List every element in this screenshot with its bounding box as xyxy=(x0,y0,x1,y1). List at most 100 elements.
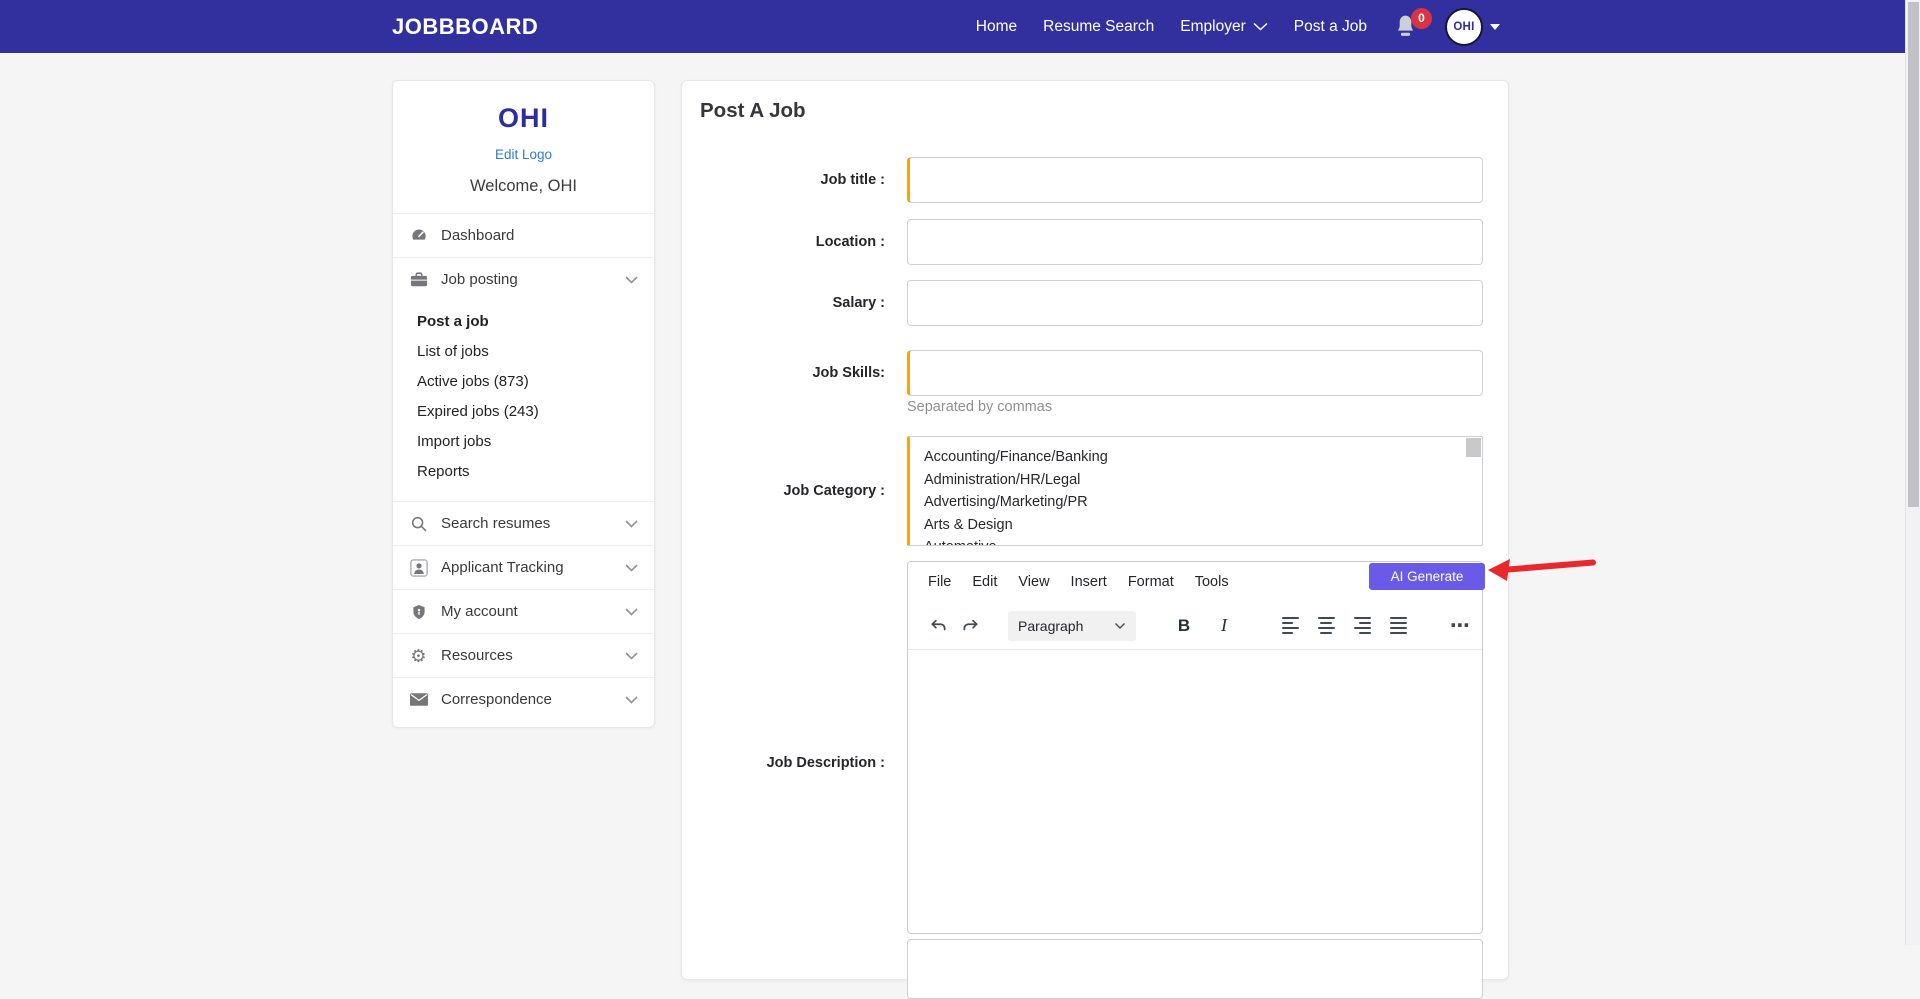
nav-post-a-job[interactable]: Post a Job xyxy=(1293,17,1367,35)
company-logo: OHI xyxy=(497,103,549,133)
sidebar-item-label: Job posting xyxy=(441,271,518,288)
menu-format[interactable]: Format xyxy=(1127,574,1174,590)
gauge-icon xyxy=(409,227,428,245)
sidebar-item-label: Dashboard xyxy=(441,227,515,244)
notifications-button[interactable]: 0 xyxy=(1393,7,1432,41)
chevron-down-icon xyxy=(625,651,638,660)
category-option[interactable]: Accounting/Finance/Banking xyxy=(924,449,1108,465)
menu-edit[interactable]: Edit xyxy=(972,574,998,590)
sidebar-item-label: Applicant Tracking xyxy=(441,559,564,576)
align-left-button[interactable] xyxy=(1274,610,1306,642)
post-a-job-panel: Post A Job Job title : Location : Salary… xyxy=(681,80,1509,999)
sidebar-item-label: My account xyxy=(441,603,518,620)
envelope-icon xyxy=(409,693,428,706)
italic-icon: I xyxy=(1221,615,1227,635)
sidebar-item-label: Search resumes xyxy=(441,515,551,532)
navbar-links: Home Resume Search Employer Post a Job 0… xyxy=(976,0,1500,53)
chevron-down-icon xyxy=(625,695,638,704)
nav-employer[interactable]: Employer xyxy=(1180,18,1268,36)
category-option[interactable]: Administration/HR/Legal xyxy=(924,471,1081,488)
location-label: Location : xyxy=(815,234,885,250)
salary-input[interactable] xyxy=(907,280,1483,326)
bold-button[interactable]: B xyxy=(1168,610,1200,642)
next-input-partial[interactable] xyxy=(907,939,1483,999)
job-skills-label: Job Skills: xyxy=(812,365,885,381)
brand-logo[interactable]: JOBBBOARD xyxy=(392,13,539,39)
bold-icon: B xyxy=(1177,615,1191,635)
redo-button[interactable] xyxy=(954,610,986,642)
menu-view[interactable]: View xyxy=(1018,574,1050,590)
bell-icon xyxy=(1393,13,1419,40)
chevron-down-icon xyxy=(625,275,638,284)
editor-toolbar: Paragraph B I xyxy=(908,602,1482,650)
paragraph-style-value: Paragraph xyxy=(1018,617,1084,634)
align-left-icon xyxy=(1281,616,1299,635)
more-icon: ⋯ xyxy=(1450,614,1470,637)
align-right-button[interactable] xyxy=(1346,610,1378,642)
job-title-label: Job title : xyxy=(820,172,885,188)
redo-icon xyxy=(960,615,981,636)
caret-down-icon xyxy=(1490,23,1500,30)
more-toolbar-button[interactable]: ⋯ xyxy=(1444,610,1476,642)
align-center-icon xyxy=(1317,616,1335,635)
gear-icon: ⚙ xyxy=(410,645,427,666)
job-posting-submenu: Post a job List of jobs Active jobs (873… xyxy=(393,301,654,501)
italic-button[interactable]: I xyxy=(1208,610,1240,642)
nav-home[interactable]: Home xyxy=(975,17,1018,35)
location-input[interactable] xyxy=(907,219,1483,265)
avatar: OHI xyxy=(1445,7,1483,46)
submenu-active-jobs[interactable]: Active jobs (873) xyxy=(417,373,529,390)
page-scrollbar-thumb[interactable] xyxy=(1908,2,1919,507)
align-center-button[interactable] xyxy=(1310,610,1342,642)
submenu-import-jobs[interactable]: Import jobs xyxy=(417,433,492,450)
page-scrollbar[interactable] xyxy=(1905,0,1920,945)
chevron-down-icon xyxy=(1114,622,1126,630)
submenu-post-a-job[interactable]: Post a job xyxy=(417,313,489,330)
paragraph-style-dropdown[interactable]: Paragraph xyxy=(1008,610,1136,641)
user-menu[interactable]: OHI xyxy=(1445,7,1500,46)
sidebar-item-dashboard[interactable]: Dashboard xyxy=(393,213,654,257)
edit-logo-link[interactable]: Edit Logo xyxy=(494,147,553,162)
job-description-label: Job Description : xyxy=(766,755,885,771)
menu-file[interactable]: File xyxy=(928,574,952,590)
job-category-select[interactable]: Accounting/Finance/Banking Administratio… xyxy=(907,436,1483,546)
page-title: Post A Job xyxy=(700,99,806,122)
category-option[interactable]: Advertising/Marketing/PR xyxy=(924,494,1088,510)
job-category-label: Job Category : xyxy=(783,483,885,499)
ai-generate-button[interactable]: AI Generate xyxy=(1369,563,1485,590)
briefcase-icon xyxy=(409,271,428,288)
notification-badge: 0 xyxy=(1411,7,1432,29)
chevron-down-icon xyxy=(625,607,638,616)
sidebar-item-job-posting[interactable]: Job posting xyxy=(393,257,654,301)
chevron-down-icon xyxy=(625,519,638,528)
align-justify-button[interactable] xyxy=(1382,610,1414,642)
shield-icon xyxy=(409,603,428,621)
sidebar-item-applicant-tracking[interactable]: Applicant Tracking xyxy=(393,545,654,589)
sidebar-item-resources[interactable]: ⚙ Resources xyxy=(393,633,654,677)
align-right-icon xyxy=(1353,616,1371,635)
sidebar-item-my-account[interactable]: My account xyxy=(393,589,654,633)
search-icon xyxy=(409,515,428,533)
job-title-input[interactable] xyxy=(907,157,1483,203)
submenu-expired-jobs[interactable]: Expired jobs (243) xyxy=(417,403,539,420)
undo-button[interactable] xyxy=(922,610,954,642)
editor-content-area[interactable] xyxy=(908,650,1482,933)
sidebar-item-search-resumes[interactable]: Search resumes xyxy=(393,501,654,545)
sidebar: OHI Edit Logo Welcome, OHI Dashboard Job… xyxy=(392,80,655,728)
sidebar-item-correspondence[interactable]: Correspondence xyxy=(393,677,654,721)
annotation-arrow xyxy=(1486,554,1598,586)
select-scrollbar-thumb[interactable] xyxy=(1466,438,1481,457)
category-option[interactable]: Arts & Design xyxy=(924,516,1013,533)
top-navbar: JOBBBOARD Home Resume Search Employer Po… xyxy=(0,0,1920,53)
rich-text-editor: File Edit View Insert Format Tools AI Ge… xyxy=(907,561,1485,934)
job-skills-input[interactable] xyxy=(907,350,1483,396)
menu-tools[interactable]: Tools xyxy=(1194,574,1229,590)
chevron-down-icon xyxy=(625,563,638,572)
nav-resume-search[interactable]: Resume Search xyxy=(1043,17,1155,35)
category-option[interactable]: Automotive xyxy=(924,536,1482,545)
align-justify-icon xyxy=(1389,616,1407,635)
submenu-list-of-jobs[interactable]: List of jobs xyxy=(417,343,489,360)
menu-insert[interactable]: Insert xyxy=(1070,574,1107,590)
submenu-reports[interactable]: Reports xyxy=(417,463,470,480)
editor-menubar: File Edit View Insert Format Tools xyxy=(908,562,1482,602)
